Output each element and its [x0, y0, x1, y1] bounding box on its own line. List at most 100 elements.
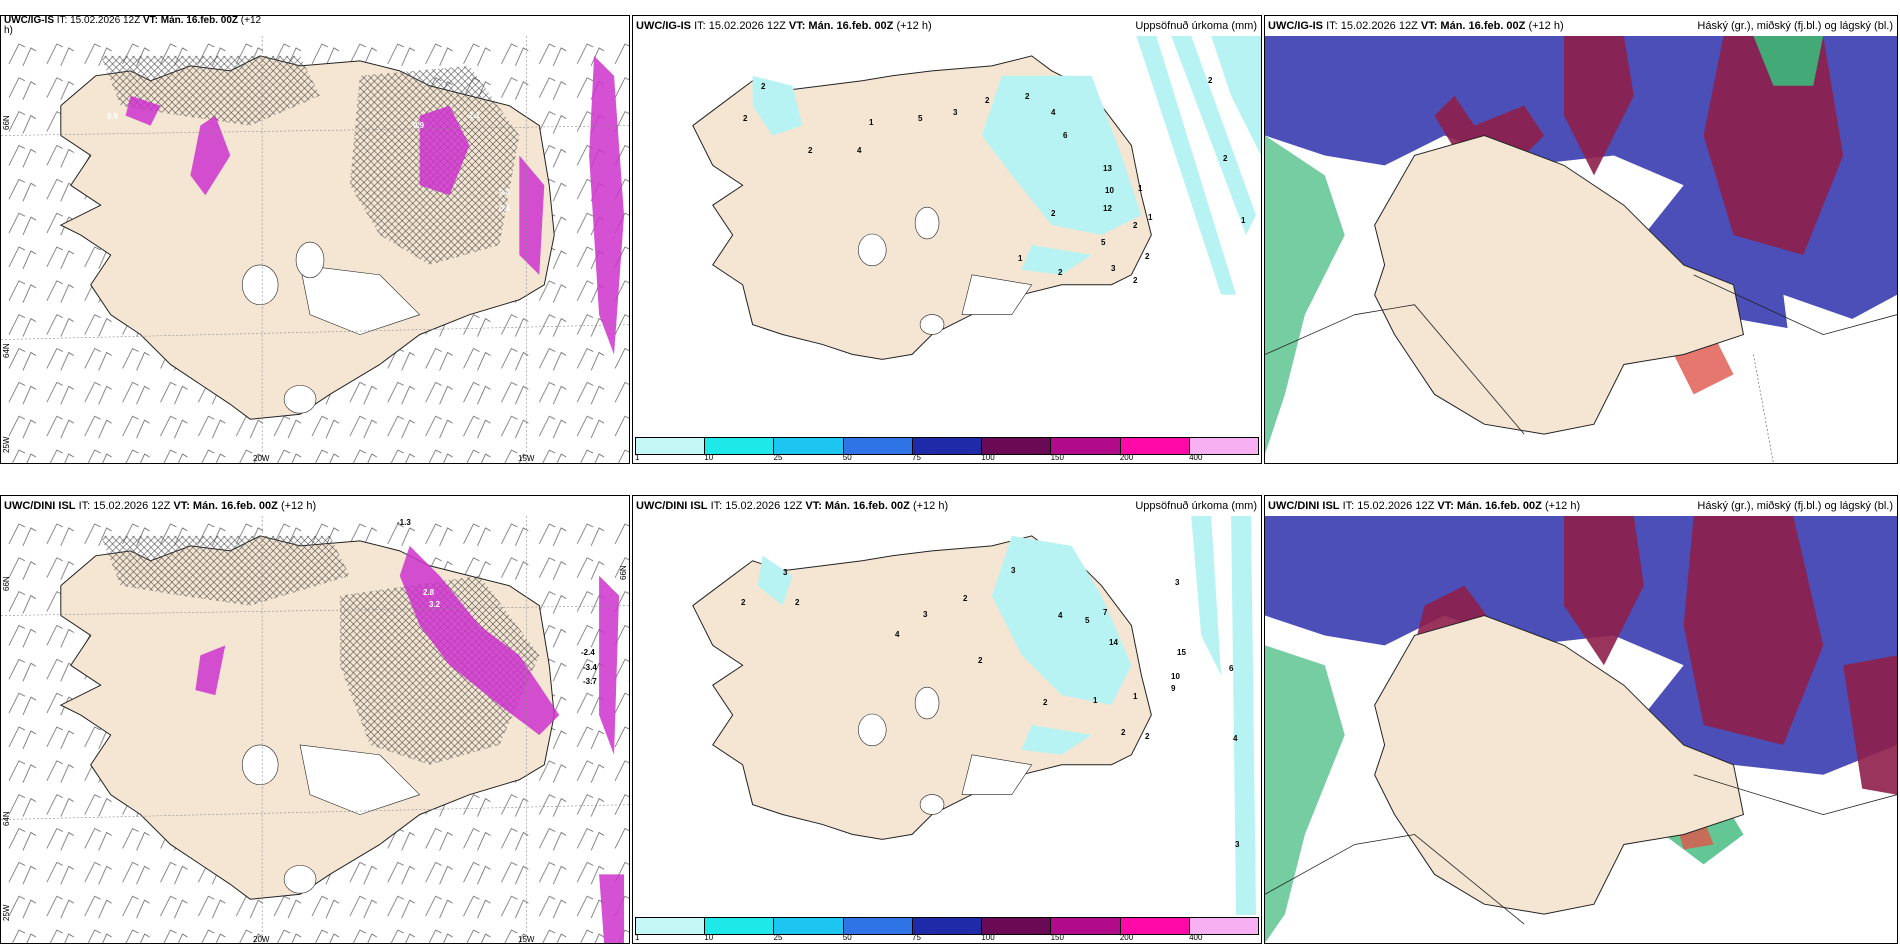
glacier: [914, 206, 940, 240]
glacier: [283, 865, 317, 894]
map-panel-precip-dini: UWC/DINI ISL IT: 15.02.2026 12Z VT: Mán.…: [632, 495, 1262, 944]
precip-label: 13: [1103, 164, 1112, 173]
model-name: UWC/IG-IS: [1268, 20, 1323, 32]
precip-label: 4: [1058, 611, 1063, 620]
cloud-low: [1265, 645, 1345, 943]
cloud-hatch: [100, 535, 350, 606]
precip-label: 2: [1208, 76, 1213, 85]
temp-label: 2.1: [469, 111, 481, 120]
precip-label: 4: [857, 146, 862, 155]
colorbar-swatch: [912, 918, 983, 934]
map-svg: [1265, 516, 1897, 943]
colorbar-tick: 100: [981, 933, 995, 942]
precip-area: [1136, 36, 1237, 295]
fir-boundary: [1265, 304, 1525, 435]
colorbar-tick: 200: [1119, 453, 1134, 462]
cloud-cover-map: [1265, 516, 1897, 943]
init-time: IT: 15.02.2026 12Z: [56, 15, 141, 26]
precip-label: 6: [1229, 664, 1234, 673]
lead-time: (+12 h): [1544, 500, 1581, 512]
panel-title: UWC/IG-IS IT: 15.02.2026 12Z VT: Mán. 16…: [1, 16, 629, 36]
valid-time: VT: Mán. 16.feb. 00Z: [788, 20, 894, 32]
colorbar-swatch: [982, 438, 1052, 454]
colorbar-ticks: 1 10 25 50 75 100 150 200 400: [635, 933, 1259, 943]
glacier: [857, 233, 887, 267]
panel-title: UWC/IG-IS IT: 15.02.2026 12Z VT: Mán. 16…: [1265, 16, 1897, 36]
glacier: [914, 686, 940, 720]
colorbar-swatches: [635, 437, 1259, 455]
model-name: UWC/DINI ISL: [1268, 500, 1340, 512]
colorbar-swatch: [1051, 438, 1121, 454]
map-panel-wind-temp-dini: UWC/DINI ISL IT: 15.02.2026 12Z VT: Mán.…: [0, 495, 630, 944]
cloud-low: [1753, 36, 1824, 86]
colorbar-swatch: [774, 438, 844, 454]
init-time: IT: 15.02.2026 12Z: [1326, 20, 1418, 32]
wind-temp-map: [1, 36, 629, 463]
precip-label: 1: [1138, 184, 1143, 193]
lead-time: (+12 h): [280, 500, 317, 512]
temp-contour: [519, 155, 545, 275]
precip-map: [633, 516, 1261, 915]
lead-time: (+12 h): [912, 500, 949, 512]
lon-label: 20W: [253, 454, 270, 463]
temp-label: -3.7: [583, 677, 597, 686]
map-svg: [1265, 36, 1897, 463]
precip-label: 2: [1051, 209, 1056, 218]
glacier: [241, 264, 279, 306]
cloud-hatch: [339, 575, 540, 765]
precip-label: 2: [761, 82, 766, 91]
lat-label: 25W: [2, 904, 11, 921]
colorbar-tick: 1: [635, 933, 640, 942]
colorbar-swatch: [1189, 438, 1258, 454]
map-panel-clouds-igis: UWC/IG-IS IT: 15.02.2026 12Z VT: Mán. 16…: [1264, 15, 1898, 464]
precip-label: 2: [1121, 728, 1126, 737]
lat-label: 64N: [2, 811, 11, 826]
colorbar-swatch: [1051, 918, 1121, 934]
precip-label: 1: [1241, 216, 1246, 225]
precip-label: 4: [1051, 108, 1056, 117]
precip-label: 2: [795, 598, 800, 607]
colorbar-tick: 75: [912, 453, 921, 462]
precip-area: [1021, 244, 1092, 275]
precip-label: 4: [1233, 734, 1238, 743]
precip-label: 3: [953, 108, 958, 117]
colorbar-ticks: 1 10 25 50 75 100 150 200 400: [635, 453, 1259, 463]
precip-label: 2: [985, 96, 990, 105]
colorbar-swatch: [636, 438, 706, 454]
cloud-high: [1683, 516, 1824, 745]
glacier: [961, 274, 1033, 315]
field-title: Háský (gr.), miðský (fj.bl.) og lágský (…: [1697, 20, 1893, 32]
precip-label: 2: [1043, 698, 1048, 707]
panel-title: UWC/DINI ISL IT: 15.02.2026 12Z VT: Mán.…: [633, 496, 1261, 516]
init-time: IT: 15.02.2026 12Z: [1342, 500, 1435, 512]
colorbar-tick: 150: [1050, 453, 1064, 462]
precip-label: 4: [895, 630, 900, 639]
precip-area: [1171, 36, 1257, 236]
colorbar-swatch: [843, 438, 913, 454]
glacier: [295, 241, 325, 279]
lead-time: (+12 h): [1528, 20, 1564, 32]
iceland-landmass: [1374, 135, 1745, 435]
precip-label: 2: [741, 598, 746, 607]
field-title: Uppsöfnuð úrkoma (mm): [1135, 20, 1257, 32]
precip-label: 2: [1058, 268, 1063, 277]
precip-label: 6: [1063, 131, 1068, 140]
temp-contour: [599, 874, 625, 943]
cloud-high: [1703, 36, 1844, 255]
colorbar-swatch: [705, 918, 775, 934]
precip-label: 2: [1145, 252, 1150, 261]
iceland-landmass: [1374, 615, 1745, 915]
precip-area: [1211, 36, 1261, 156]
precip-label: 5: [1085, 616, 1090, 625]
lon-label: 20W: [253, 935, 270, 944]
temp-label: -3.4: [583, 663, 597, 672]
valid-time: VT: Mán. 16.feb. 00Z: [173, 500, 278, 512]
precip-label: 1: [1018, 254, 1023, 263]
precip-label: 15: [1177, 648, 1186, 657]
fir-boundary: [1693, 774, 1897, 816]
model-name: UWC/IG-IS: [636, 20, 691, 32]
glacier: [919, 314, 945, 335]
temp-contour: [589, 55, 625, 355]
field-title: Háský (gr.), miðský (fj.bl.) og lágský (…: [1697, 500, 1893, 512]
colorbar-swatch: [705, 438, 775, 454]
